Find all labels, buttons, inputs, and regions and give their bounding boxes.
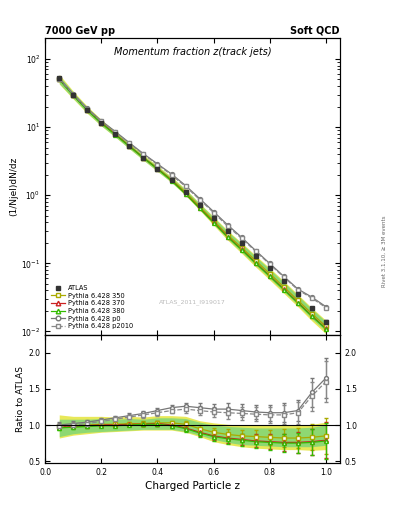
Text: Rivet 3.1.10, ≥ 3M events: Rivet 3.1.10, ≥ 3M events bbox=[382, 215, 387, 287]
Text: ATLAS_2011_I919017: ATLAS_2011_I919017 bbox=[159, 300, 226, 305]
X-axis label: Charged Particle z: Charged Particle z bbox=[145, 481, 240, 492]
Y-axis label: (1/Njel)dN/dz: (1/Njel)dN/dz bbox=[9, 157, 18, 216]
Text: 7000 GeV pp: 7000 GeV pp bbox=[45, 26, 115, 36]
Y-axis label: Ratio to ATLAS: Ratio to ATLAS bbox=[17, 366, 26, 432]
Text: Soft QCD: Soft QCD bbox=[290, 26, 340, 36]
Legend: ATLAS, Pythia 6.428 350, Pythia 6.428 370, Pythia 6.428 380, Pythia 6.428 p0, Py: ATLAS, Pythia 6.428 350, Pythia 6.428 37… bbox=[48, 283, 135, 331]
Text: Momentum fraction z(track jets): Momentum fraction z(track jets) bbox=[114, 47, 272, 57]
